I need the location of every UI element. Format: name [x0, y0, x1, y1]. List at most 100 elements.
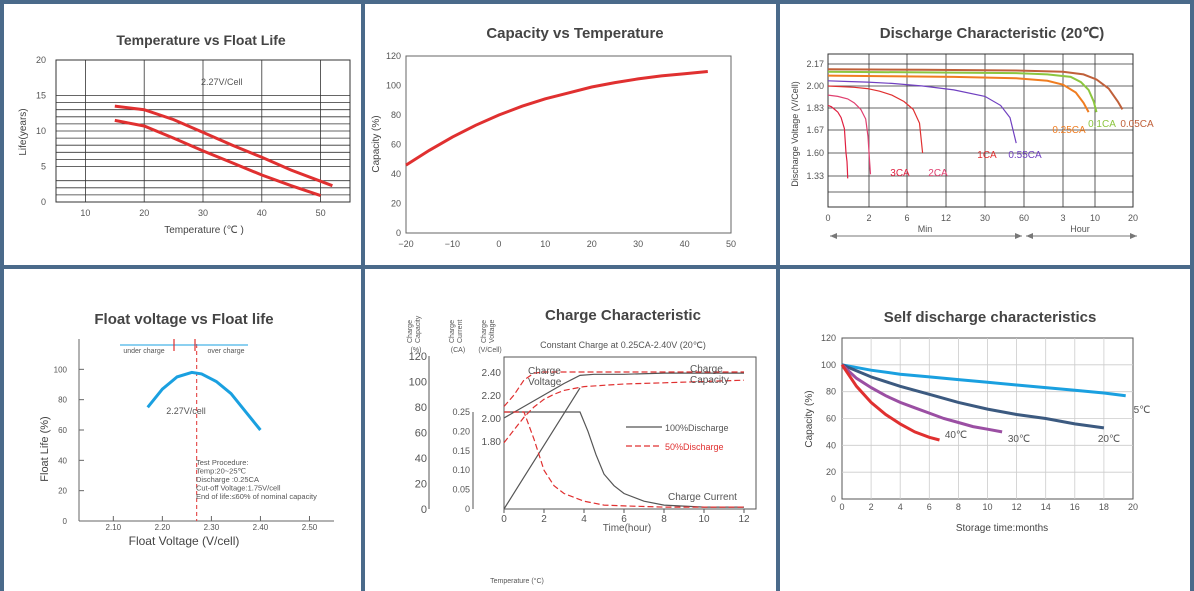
series-label-2: 1CA — [977, 150, 997, 161]
x-tick-label: 30 — [980, 213, 990, 223]
x-tick-label: 2.40 — [253, 523, 269, 532]
series-label-4: 0.25CA — [1052, 125, 1086, 136]
x-tick-label: 6 — [621, 514, 627, 525]
capacity-tick-label: 120 — [409, 351, 427, 363]
current-tick-label: 0.15 — [452, 446, 470, 456]
legend-label-0: 100%Discharge — [665, 423, 729, 433]
x-tick-label: 50 — [316, 208, 326, 218]
y-tick-label: 0 — [396, 228, 401, 238]
x-tick-label: 0 — [839, 502, 844, 512]
y-tick-label: 80 — [826, 387, 836, 397]
series-line-2 — [840, 363, 1003, 434]
plot-frame — [827, 53, 1134, 208]
series-label-0: 3CA — [890, 168, 910, 179]
y-axis-label: Life(years) — [18, 108, 29, 155]
current-tick-label: 0 — [465, 504, 470, 514]
axis-header-unit: (%) — [411, 347, 422, 354]
x-tick-label: 3 — [1060, 213, 1065, 223]
series-line-0 — [114, 104, 333, 188]
x-tick-label: 2.20 — [155, 523, 171, 532]
plot-frame — [503, 356, 757, 510]
y-tick-label: 100 — [821, 360, 836, 370]
legend-label-1: 50%Discharge — [665, 442, 724, 452]
capacity-tick-label: 60 — [415, 428, 427, 440]
series-line-5 — [827, 70, 1098, 113]
series-line-0 — [503, 387, 581, 510]
y-tick-label: 120 — [821, 333, 836, 343]
y-tick-label: 20 — [58, 487, 67, 496]
range-label-under: under charge — [123, 348, 164, 355]
capacity-tick-label: 80 — [415, 402, 427, 414]
range-label-over: over charge — [208, 348, 245, 355]
y-tick-label: 120 — [386, 51, 401, 61]
y-tick-label: 80 — [58, 396, 67, 405]
x-tick-label: 6 — [927, 502, 932, 512]
current-tick-label: 0.20 — [452, 426, 470, 436]
x-tick-label: 14 — [1041, 502, 1051, 512]
curve-label-current: Charge Current — [668, 492, 737, 503]
chart-title: Temperature vs Float Life — [116, 32, 286, 48]
axis-header-mid: Current — [457, 320, 464, 343]
series-line-3 — [840, 363, 940, 442]
x-tick-label: 10 — [698, 514, 710, 525]
panel-temperature-float-life: Temperature vs Float Life 10 20 30 40 50 0 5 10 1… — [4, 4, 361, 265]
procedure-line: Test Procedure: — [196, 458, 249, 467]
series-line-3 — [503, 379, 745, 444]
series-line-6 — [827, 68, 1124, 110]
chart-float-voltage-life: Float voltage vs Float life 0 20 40 60 80 100 2… — [39, 311, 334, 548]
y-tick-label: 40 — [391, 169, 401, 179]
axis-header-mid: Voltage — [489, 320, 496, 343]
y-tick-label: 2.00 — [806, 81, 824, 91]
series-label-3: 40℃ — [945, 430, 967, 441]
chart-title: Capacity vs Temperature — [486, 25, 663, 42]
chart-title: Float voltage vs Float life — [94, 311, 273, 328]
capacity-tick-label: 0 — [421, 504, 427, 516]
procedure-line: Discharge :0.25CA — [196, 475, 259, 484]
axis-header-top: Charge — [449, 320, 456, 343]
x-tick-label: 8 — [956, 502, 961, 512]
chart-title: Charge Characteristic — [545, 307, 701, 324]
x-tick-label: 50 — [726, 239, 736, 249]
series-label-5: 0.1CA — [1088, 119, 1116, 130]
x-tick-label: 60 — [1019, 213, 1029, 223]
curve-label-voltage: Voltage — [528, 377, 562, 388]
series-label-6: 0.05CA — [1120, 119, 1154, 130]
series-label-3: 0.55CA — [1008, 150, 1042, 161]
chart-capacity-temperature: Capacity vs Temperature −20 −10 0 10 20 30 40 50… — [371, 25, 736, 249]
x-tick-label: 20 — [1128, 502, 1138, 512]
panel-float-voltage-life: Float voltage vs Float life 0 20 40 60 80 100 2… — [4, 269, 361, 591]
panel-discharge-characteristic: Discharge Characteristic (20℃) 2.17 2.00 1.… — [780, 4, 1190, 265]
series-label-2: 30℃ — [1008, 434, 1030, 445]
x-tick-label: 20 — [587, 239, 597, 249]
plot-frame — [405, 55, 732, 234]
current-tick-label: 0.25 — [452, 407, 470, 417]
y-tick-label: 1.67 — [806, 125, 824, 135]
series-line-2 — [504, 411, 744, 508]
x-tick-label: 0 — [496, 239, 501, 249]
curve-label-capacity: Capacity — [690, 375, 729, 386]
curve-label-capacity: Charge — [690, 364, 723, 375]
voltage-tick-label: 2.40 — [482, 368, 502, 379]
x-tick-label: 20 — [1128, 213, 1138, 223]
chart-self-discharge: Self discharge characteristics 0 2 4 6 8 10 12 1… — [804, 309, 1150, 534]
curve-label-voltage: Charge — [528, 366, 561, 377]
x-tick-label: 12 — [1012, 502, 1022, 512]
x-tick-label: 10 — [1090, 213, 1100, 223]
x-tick-label: 12 — [738, 514, 750, 525]
x-tick-label: 18 — [1099, 502, 1109, 512]
x-tick-label: 4 — [581, 514, 587, 525]
series-line-0 — [405, 70, 708, 167]
x-tick-label: 12 — [941, 213, 951, 223]
x-axis-label: Temperature (℃ ) — [164, 225, 244, 236]
x-group-label-min: Min — [918, 224, 933, 234]
series-line-1 — [114, 118, 322, 198]
x-tick-label: 2.10 — [106, 523, 122, 532]
capacity-tick-label: 100 — [409, 377, 427, 389]
procedure-line: Cut-off Voltage:1.75V/cell — [196, 484, 281, 493]
x-tick-label: 2 — [869, 502, 874, 512]
y-tick-label: 1.33 — [806, 171, 824, 181]
x-tick-label: 2 — [541, 514, 547, 525]
y-tick-label: 100 — [54, 365, 68, 374]
x-tick-label: 2.50 — [302, 523, 318, 532]
